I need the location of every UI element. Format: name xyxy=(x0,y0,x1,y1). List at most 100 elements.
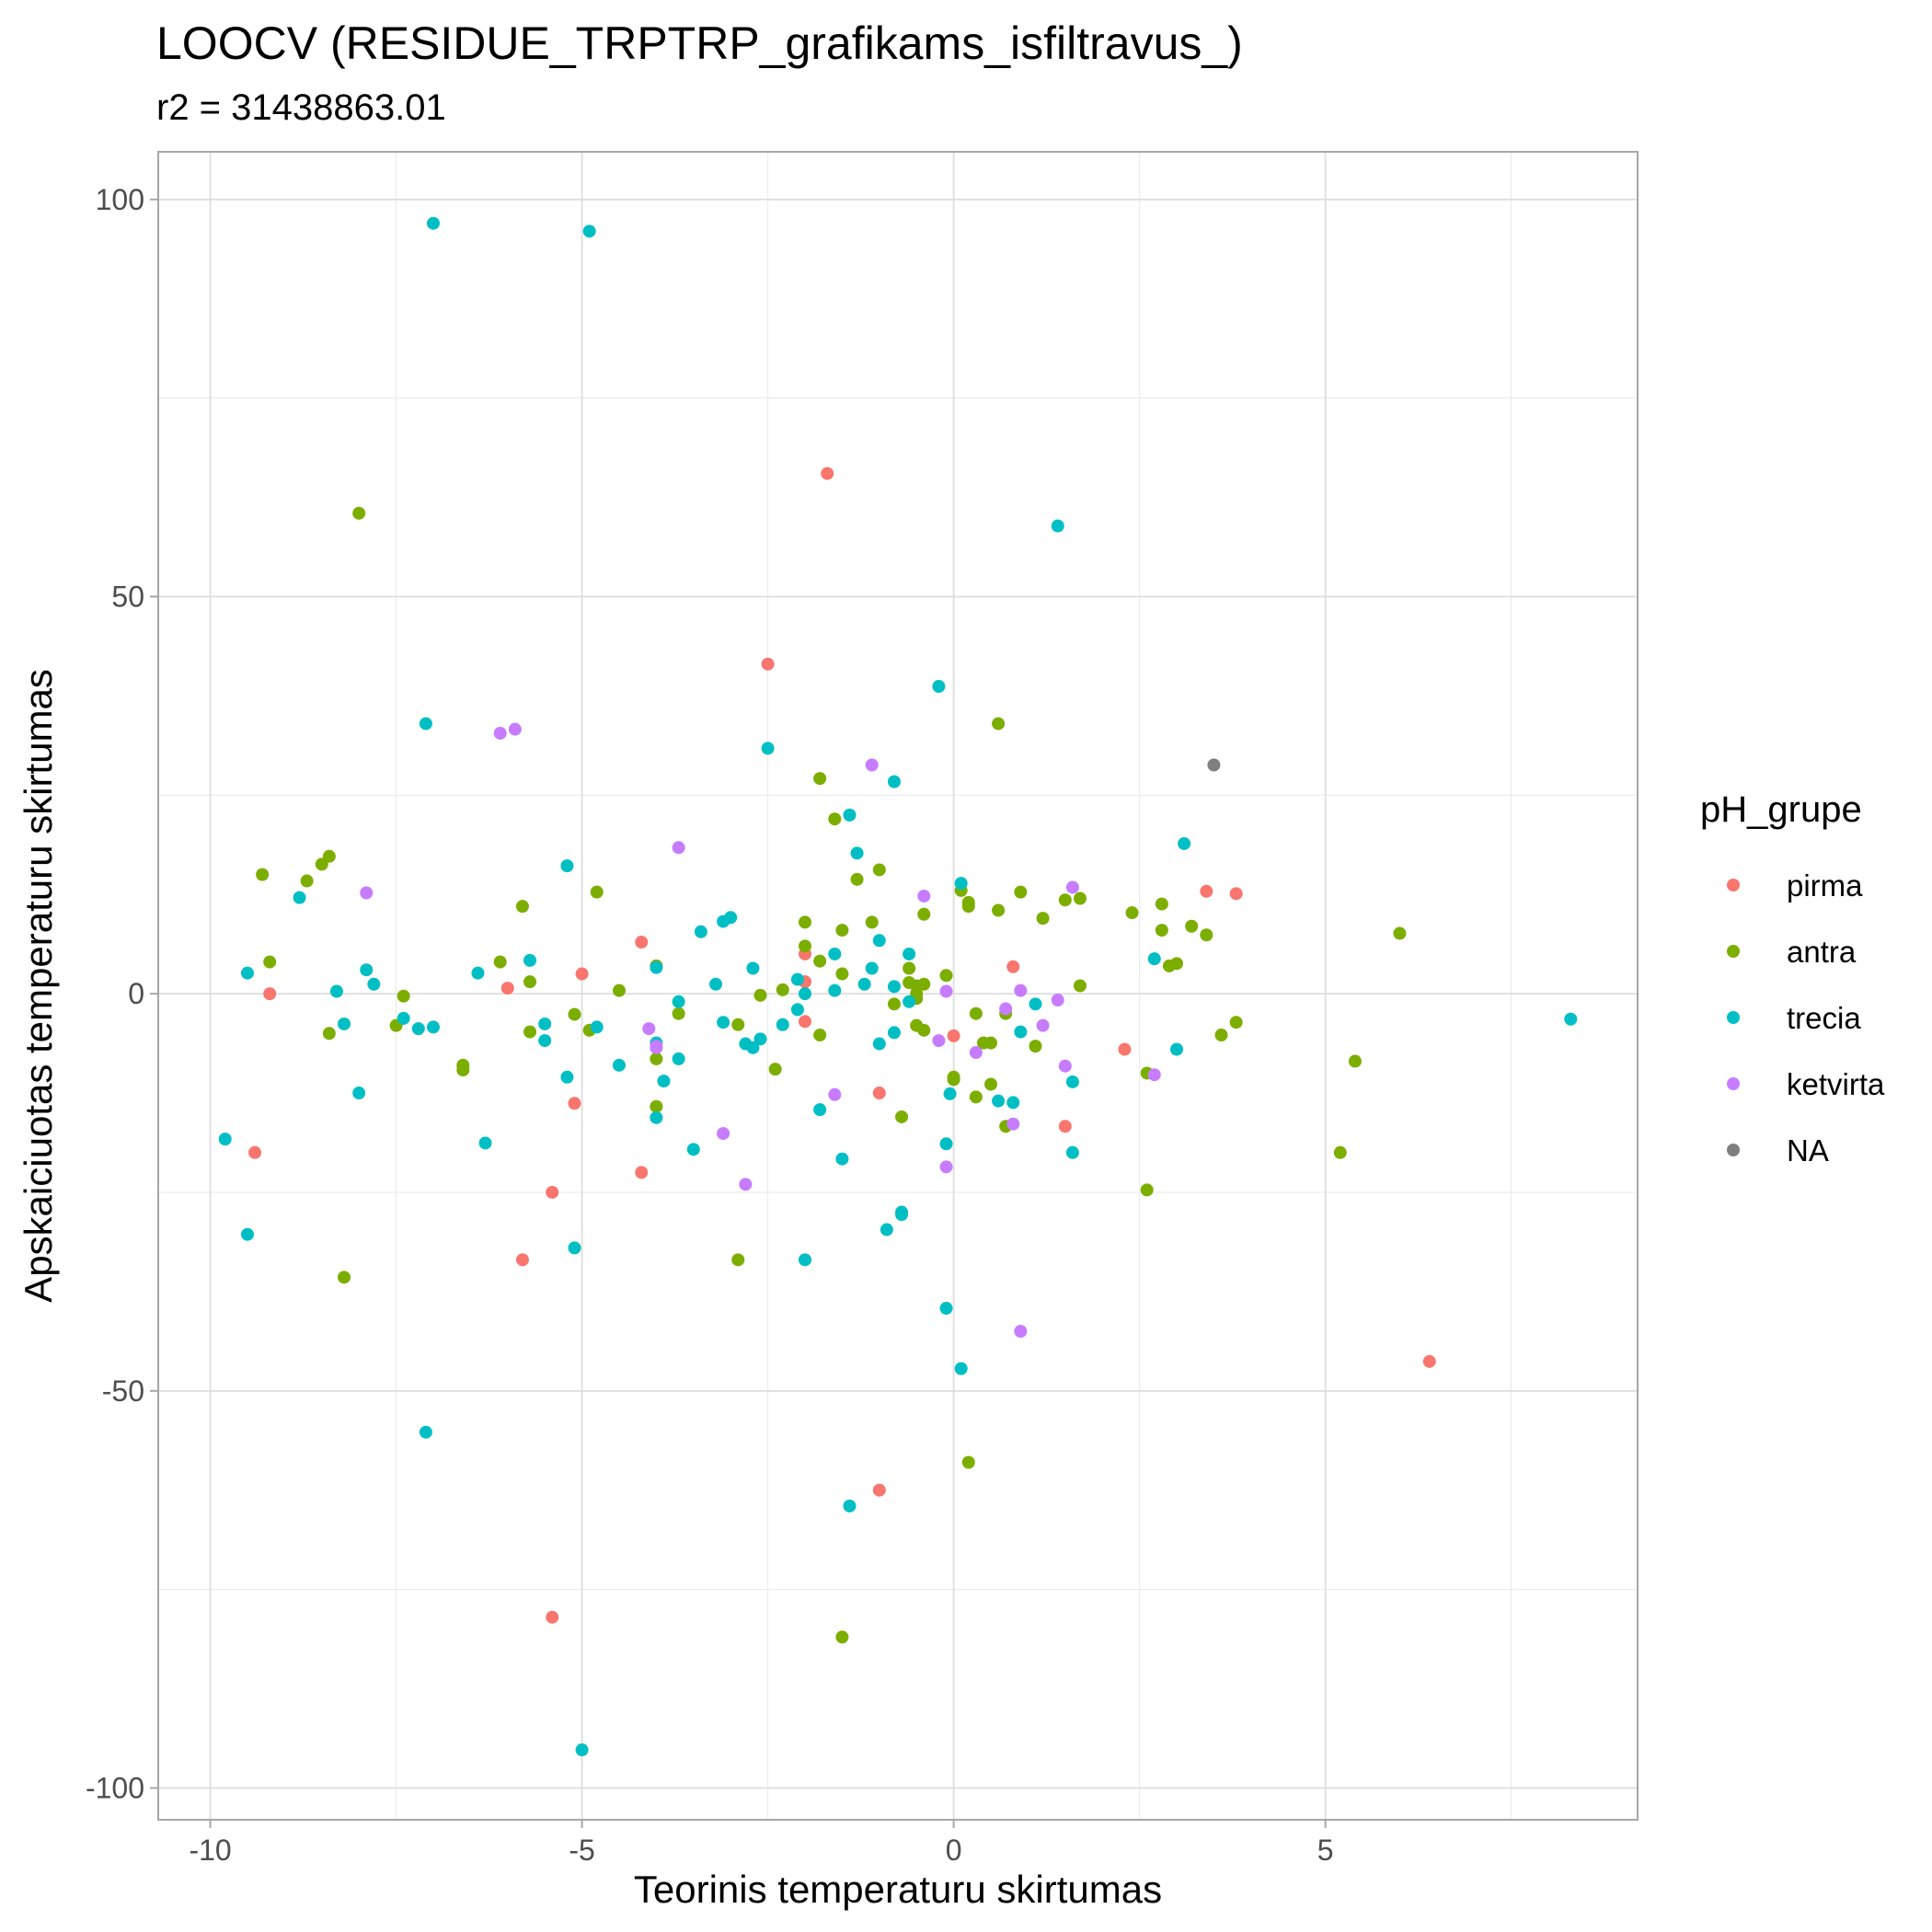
data-point-trecia xyxy=(954,877,968,891)
x-tick-label: -10 xyxy=(189,1834,231,1867)
x-axis-title: Teorinis temperaturu skirtumas xyxy=(634,1868,1162,1911)
data-point-antra xyxy=(612,983,626,997)
data-point-antra xyxy=(1036,912,1050,926)
data-point-ketvirta xyxy=(1065,880,1079,894)
chart-title: LOOCV (RESIDUE_TRPTRP_grafikams_isfiltra… xyxy=(156,17,1243,69)
legend-label-trecia: trecia xyxy=(1787,1001,1861,1035)
data-point-ketvirta xyxy=(508,722,522,736)
data-point-trecia xyxy=(560,859,574,873)
data-point-antra xyxy=(865,915,879,929)
data-point-antra xyxy=(776,983,789,996)
data-point-trecia xyxy=(798,1253,811,1267)
data-point-antra xyxy=(813,772,827,786)
data-point-pirma xyxy=(872,1483,886,1497)
data-point-antra xyxy=(917,907,931,921)
data-points xyxy=(218,216,1578,1757)
legend-label-na: NA xyxy=(1787,1133,1829,1167)
data-point-antra xyxy=(1333,1145,1347,1159)
data-point-antra xyxy=(300,874,314,888)
data-point-trecia xyxy=(419,1425,432,1439)
y-tick-label: 0 xyxy=(128,977,144,1010)
data-point-trecia xyxy=(895,1208,909,1222)
data-point-trecia xyxy=(1051,519,1064,533)
data-point-pirma xyxy=(515,1253,529,1267)
data-point-antra xyxy=(813,1029,827,1042)
data-point-trecia xyxy=(538,1034,552,1048)
legend-label-antra: antra xyxy=(1787,935,1857,969)
data-point-trecia xyxy=(426,1020,440,1034)
data-point-antra xyxy=(493,955,507,969)
data-point-antra xyxy=(887,997,901,1011)
data-point-pirma xyxy=(1006,960,1020,973)
grid-lines xyxy=(158,152,1638,1820)
data-point-antra xyxy=(835,1630,849,1644)
data-point-trecia xyxy=(218,1133,232,1146)
data-point-antra xyxy=(917,977,931,991)
data-point-trecia xyxy=(1065,1075,1079,1088)
data-point-trecia xyxy=(1014,1025,1028,1039)
data-point-antra xyxy=(903,961,916,975)
data-point-trecia xyxy=(240,1227,254,1241)
data-point-trecia xyxy=(329,984,343,998)
data-point-trecia xyxy=(1564,1012,1578,1026)
data-point-ketvirta xyxy=(1051,994,1064,1007)
legend-key-trecia xyxy=(1727,1011,1740,1024)
data-point-ketvirta xyxy=(1006,1117,1020,1131)
data-point-trecia xyxy=(887,980,901,994)
data-point-antra xyxy=(835,967,849,981)
legend-label-pirma: pirma xyxy=(1787,868,1863,903)
legend-title: pH_grupe xyxy=(1700,789,1862,830)
data-point-antra xyxy=(523,975,537,989)
x-tick-label: 5 xyxy=(1317,1834,1334,1867)
data-point-ketvirta xyxy=(828,1087,842,1101)
legend-key-antra xyxy=(1727,945,1740,958)
data-point-trecia xyxy=(657,1075,671,1088)
data-point-antra xyxy=(1014,885,1028,899)
data-point-trecia xyxy=(939,1302,953,1316)
data-point-trecia xyxy=(813,1103,827,1117)
data-point-trecia xyxy=(932,680,946,694)
data-point-antra xyxy=(650,1099,663,1113)
data-point-trecia xyxy=(753,1032,767,1046)
data-point-pirma xyxy=(568,1097,581,1110)
data-point-trecia xyxy=(887,1026,901,1040)
data-point-antra xyxy=(352,506,366,520)
data-point-trecia xyxy=(761,742,775,755)
data-point-antra xyxy=(798,939,811,953)
legend-key-pirma xyxy=(1727,879,1740,891)
data-point-antra xyxy=(1155,924,1168,937)
data-point-pirma xyxy=(575,967,589,981)
data-point-ketvirta xyxy=(1014,1325,1028,1339)
y-tick-label: 100 xyxy=(96,183,144,216)
data-point-trecia xyxy=(568,1241,581,1255)
data-point-ketvirta xyxy=(1036,1018,1050,1032)
data-point-antra xyxy=(1200,928,1213,942)
data-point-antra xyxy=(1073,891,1087,905)
data-point-antra xyxy=(1229,1016,1243,1029)
data-point-trecia xyxy=(746,961,760,975)
data-point-antra xyxy=(731,1018,745,1031)
data-point-trecia xyxy=(694,925,707,938)
data-point-trecia xyxy=(650,960,663,974)
y-tick-label: -100 xyxy=(86,1771,144,1804)
data-point-ketvirta xyxy=(969,1046,983,1060)
data-point-trecia xyxy=(992,1094,1006,1108)
data-point-antra xyxy=(456,1064,470,1077)
data-point-pirma xyxy=(761,657,775,671)
data-point-antra xyxy=(947,1073,960,1087)
data-point-ketvirta xyxy=(739,1178,753,1191)
data-point-antra xyxy=(1393,926,1407,940)
data-point-antra xyxy=(256,868,270,881)
data-point-antra xyxy=(1058,893,1072,907)
data-point-antra xyxy=(984,1036,998,1050)
data-point-trecia xyxy=(1147,952,1161,966)
data-point-trecia xyxy=(293,891,306,904)
data-point-trecia xyxy=(338,1017,351,1030)
data-point-trecia xyxy=(560,1070,574,1084)
data-point-trecia xyxy=(843,1499,857,1512)
data-point-pirma xyxy=(500,982,514,995)
legend-label-ketvirta: ketvirta xyxy=(1787,1067,1885,1101)
data-point-pirma xyxy=(635,1166,649,1179)
data-point-trecia xyxy=(790,1003,804,1017)
data-point-trecia xyxy=(828,983,842,997)
